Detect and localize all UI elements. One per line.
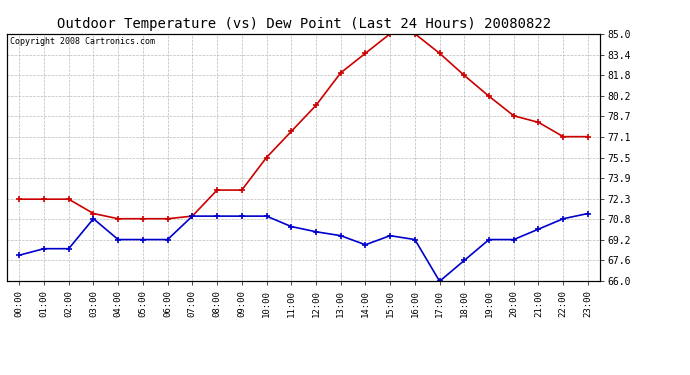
Text: Copyright 2008 Cartronics.com: Copyright 2008 Cartronics.com [10,38,155,46]
Title: Outdoor Temperature (vs) Dew Point (Last 24 Hours) 20080822: Outdoor Temperature (vs) Dew Point (Last… [57,17,551,31]
